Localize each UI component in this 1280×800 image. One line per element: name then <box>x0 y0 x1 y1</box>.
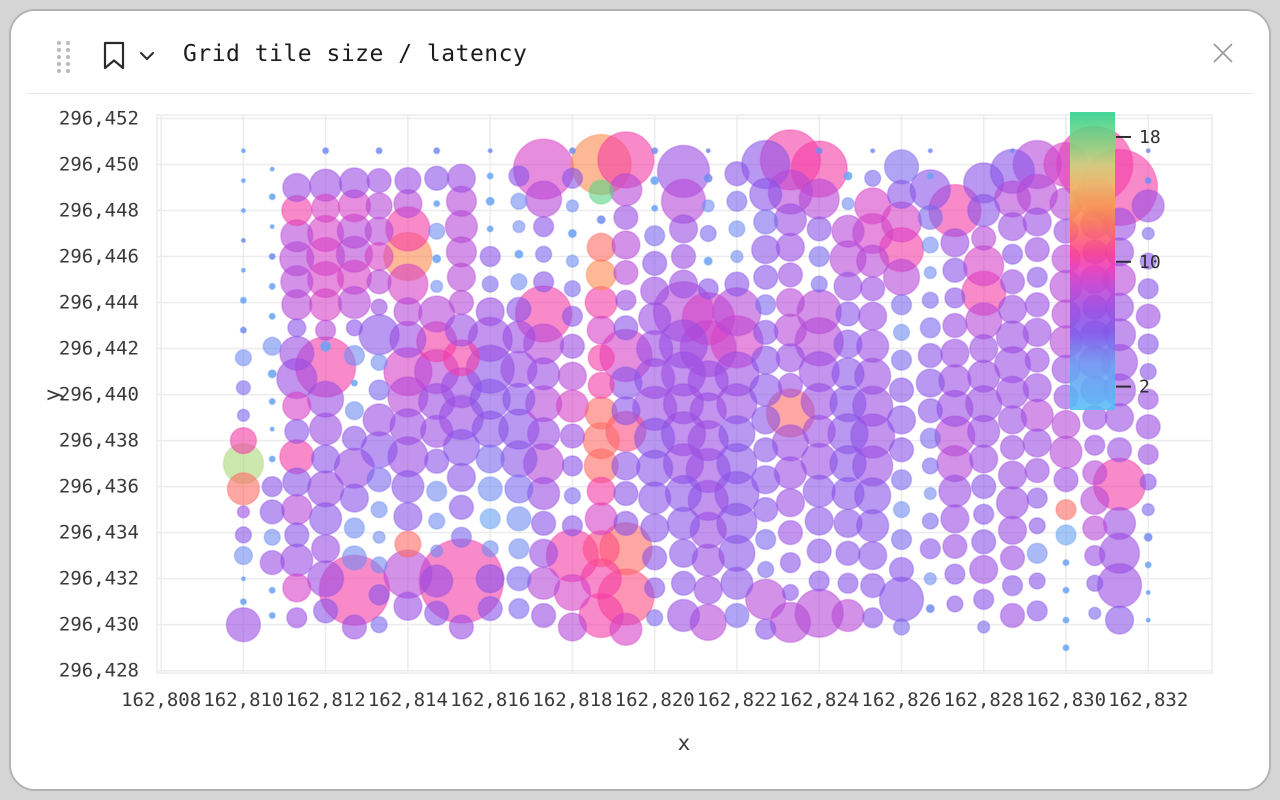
x-tick-label: 162,810 <box>203 689 283 711</box>
colorbar-tick-label: 18 <box>1139 127 1161 148</box>
x-tick-label: 162,808 <box>121 689 201 711</box>
y-tick-label: 296,438 <box>59 430 139 452</box>
y-tick-label: 296,440 <box>59 384 139 406</box>
x-tick-label: 162,818 <box>532 689 612 711</box>
panel-header: Grid tile size / latency <box>11 11 1269 94</box>
panel-title: Grid tile size / latency <box>183 41 528 67</box>
x-tick-label: 162,830 <box>1026 689 1106 711</box>
axes: 296,428 296,430 296,432 296,434 296,436 296,4… <box>40 107 1188 755</box>
y-tick-label: 296,450 <box>59 153 139 175</box>
x-tick-label: 162,826 <box>861 689 941 711</box>
drag-handle-icon[interactable] <box>57 41 73 75</box>
x-tick-label: 162,816 <box>450 689 530 711</box>
bubbles-layer <box>222 125 1165 652</box>
colorbar-tick-label: 2 <box>1139 377 1150 398</box>
y-tick-label: 296,434 <box>59 522 139 544</box>
x-tick-label: 162,822 <box>697 689 777 711</box>
y-tick-label: 296,442 <box>59 338 139 360</box>
close-icon[interactable] <box>1207 37 1239 69</box>
x-tick-label: 162,828 <box>944 689 1024 711</box>
y-tick-label: 296,436 <box>59 476 139 498</box>
bubble-chart[interactable]: 18 10 2 296,428 296,430 296,432 296,434 296,436… <box>11 11 1271 789</box>
x-tick-label: 162,814 <box>368 689 448 711</box>
x-tick-label: 162,824 <box>779 689 859 711</box>
y-tick-label: 296,432 <box>59 568 139 590</box>
y-tick-label: 296,452 <box>59 107 139 129</box>
y-tick-label: 296,448 <box>59 199 139 221</box>
header-divider <box>26 93 1254 94</box>
x-tick-label: 162,820 <box>615 689 695 711</box>
x-axis-title: x <box>678 731 691 755</box>
colorbar: 18 10 2 <box>1070 112 1161 410</box>
y-tick-label: 296,446 <box>59 246 139 268</box>
colorbar-tick-label: 10 <box>1139 252 1161 273</box>
chevron-down-icon[interactable] <box>135 44 159 68</box>
y-axis-title: y <box>40 389 64 402</box>
bookmark-icon[interactable] <box>101 41 127 71</box>
y-tick-label: 296,428 <box>59 660 139 682</box>
panel-window: Grid tile size / latency 18 10 2 296,428 296… <box>9 9 1271 791</box>
x-tick-label: 162,812 <box>286 689 366 711</box>
y-tick-label: 296,430 <box>59 614 139 636</box>
y-tick-label: 296,444 <box>59 292 139 314</box>
x-tick-label: 162,832 <box>1108 689 1188 711</box>
